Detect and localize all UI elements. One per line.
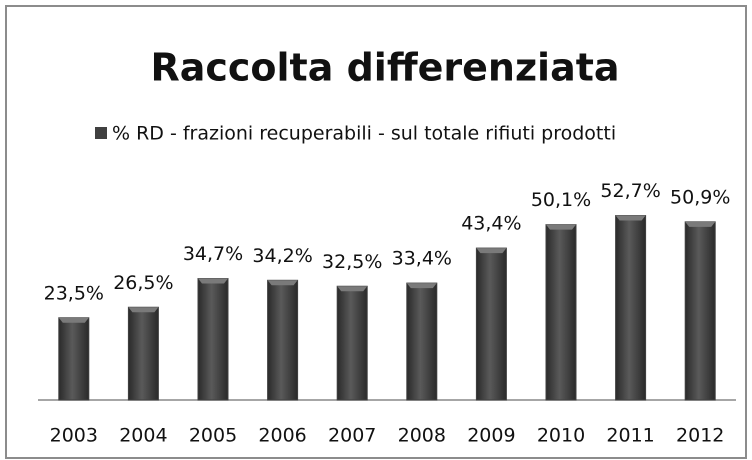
bar [615,215,647,401]
bar-bevel [128,307,159,313]
bar-bevel [58,317,89,323]
bar-bevel [546,224,576,230]
x-tick-label: 2007 [328,425,376,447]
bar [545,224,577,401]
data-label: 52,7% [600,180,660,202]
bar-bevel [267,280,298,286]
x-tick-label: 2009 [467,425,515,447]
bar-bevel [685,221,716,227]
bar [197,278,229,401]
bar [127,306,159,401]
data-label: 32,5% [322,251,382,273]
bar-bevel [198,278,228,284]
x-tick-label: 2004 [119,425,167,447]
legend-label: % RD - frazioni recuperabili - sul total… [112,123,616,145]
data-label: 50,1% [531,189,591,211]
data-label: 34,7% [183,243,243,265]
bar [475,247,507,401]
data-label: 50,9% [670,186,730,208]
data-label: 43,4% [461,213,521,235]
bar [684,221,716,401]
bar [336,285,368,401]
bar-bevel [615,215,646,221]
bar-bevel [337,286,368,292]
bar [58,317,90,401]
x-tick-label: 2006 [258,425,306,447]
x-tick-label: 2011 [606,425,654,447]
x-tick-label: 2010 [537,425,585,447]
x-tick-label: 2008 [398,425,446,447]
data-label: 34,2% [252,245,312,267]
bar-bevel [476,248,507,254]
bar [267,279,299,401]
bar [406,282,438,401]
x-tick-label: 2003 [50,425,98,447]
legend-swatch [95,127,107,139]
data-label: 33,4% [392,248,452,270]
data-label: 26,5% [113,272,173,294]
bar-bevel [406,283,437,289]
x-tick-label: 2012 [676,425,724,447]
chart-title: Raccolta differenziata [150,46,619,90]
x-tick-label: 2005 [189,425,237,447]
data-label: 23,5% [44,282,104,304]
